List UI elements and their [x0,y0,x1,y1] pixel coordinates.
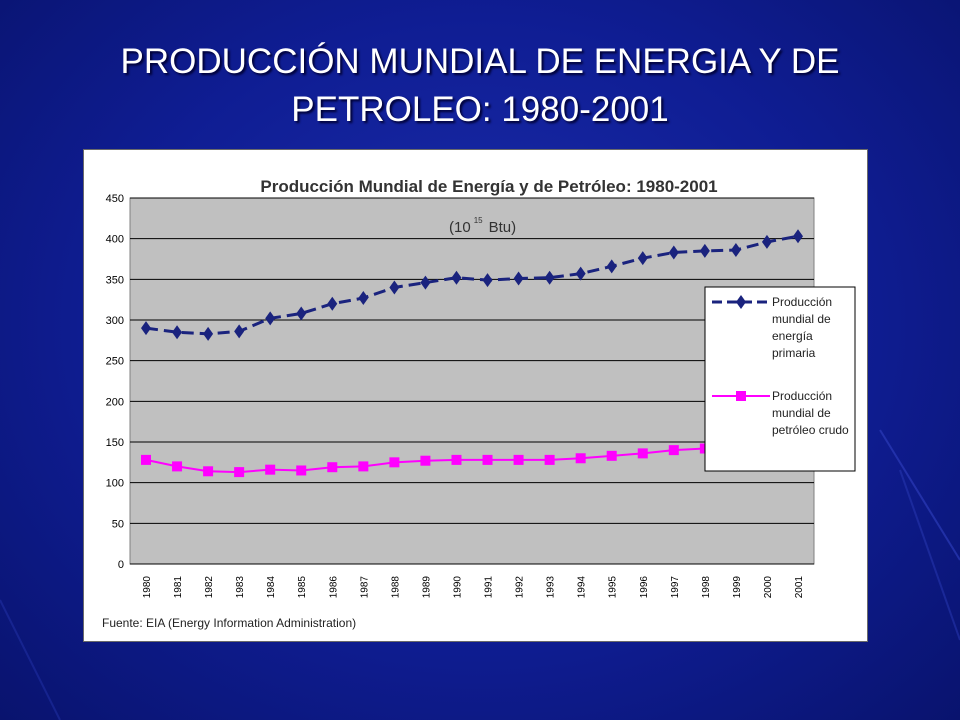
series-0-point [544,270,555,285]
y-tick-label: 450 [106,193,124,205]
series-1-point [668,445,679,456]
legend-label-1: Producción [772,389,832,403]
series-1-point [234,467,245,478]
series-1-point [482,454,493,465]
series-1-point [358,461,369,472]
series-1-point [141,454,151,465]
chart-title: Producción Mundial de Energía y de Petró… [260,177,717,196]
chart-svg: 0 50 100 150 200 250 300 350 400 450 1980 1981 1982 1… [102,177,856,630]
x-tick-label: 1983 [235,576,246,599]
series-0-point [265,311,276,326]
x-tick-label: 1988 [390,576,401,599]
series-line-1 [145,443,799,474]
chart-subtitle: (10 15 Btu) [449,216,516,236]
y-tick-label: 0 [118,559,124,571]
series-0-point [358,291,369,306]
series-0-point [761,234,772,249]
series-0-point [606,259,617,274]
series-0-point [793,229,803,244]
y-tick-label: 200 [106,396,124,408]
x-tick-label: 1997 [670,576,681,599]
series-1-point [265,464,276,475]
series-1-point [544,454,555,465]
series-0-point [730,243,741,258]
series-1-point [420,455,431,466]
series-0-point [420,275,431,290]
series-0-point [389,280,400,295]
legend-label-1: petróleo crudo [772,423,849,437]
source-note: Fuente: EIA (Energy Information Administ… [102,616,356,630]
legend-label-0: energía [772,329,813,343]
x-tick-label: 1991 [484,576,495,599]
x-tick-label: 1998 [701,576,712,599]
legend-label-0: Producción [772,295,832,309]
x-tick-label: 1993 [546,576,557,599]
series-0-point [482,273,493,288]
legend-marker-0 [736,295,746,309]
x-tick-label: 1984 [266,576,277,599]
chart-frame: 0 50 100 150 200 250 300 350 400 450 1980 1981 1982 1… [83,149,868,642]
series-1-point [172,461,183,472]
x-tick-label: 2000 [763,576,774,599]
series-0-point [668,245,679,260]
series-1-point [451,454,462,465]
series-0-point [451,270,462,285]
series-1-point [637,448,648,459]
series-line-0 [145,234,799,336]
x-tick-label: 1989 [421,576,432,599]
x-tick-label: 1990 [452,576,463,599]
plot-area [129,197,815,565]
legend-label-1: mundial de [772,406,831,420]
y-tick-label: 150 [106,437,124,449]
series-0-point [327,296,338,311]
y-tick-label: 400 [106,234,124,246]
slide-title-line-2: PETROLEO: 1980-2001 [291,90,669,129]
x-tick-label: 1995 [608,576,619,599]
x-tick-label: 1986 [328,576,339,599]
series-0-point [203,326,214,341]
x-tick-label: 1985 [297,576,308,599]
x-tick-label: 1982 [204,576,215,599]
series-0-point [513,271,524,286]
series-1-point [606,450,617,461]
x-tick-label: 1999 [732,576,743,599]
legend-label-0: primaria [772,346,816,360]
series-0-point [234,324,245,339]
series-1-point [513,454,524,465]
series-0-point [141,321,151,336]
y-tick-label: 300 [106,315,124,327]
series-1-point [575,453,586,464]
x-tick-label: 2001 [794,576,805,599]
slide-title-line-1: PRODUCCIÓN MUNDIAL DE ENERGIA Y DE [120,42,840,81]
series-1-point [327,462,338,473]
y-tick-label: 50 [112,518,124,530]
series-0-point [699,243,710,258]
y-tick-label: 100 [106,478,124,490]
series-0-point [296,306,307,321]
x-tick-label: 1981 [173,576,184,599]
y-tick-label: 250 [106,356,124,368]
series-1-point [203,466,214,477]
legend-marker-1 [736,391,746,401]
x-tick-label: 1987 [359,576,370,599]
series-1-point [296,465,307,476]
series-1-point [389,457,400,468]
x-tick-label: 1994 [577,576,588,599]
legend: Producción mundial de energía primaria Produ… [704,286,856,472]
x-tick-label: 1980 [142,576,153,599]
legend-label-0: mundial de [772,312,831,326]
slide-title: PRODUCCIÓN MUNDIAL DE ENERGIA Y DE PETRO… [40,38,920,134]
y-tick-label: 350 [106,274,124,286]
series-0-point [637,251,648,266]
series-0-point [575,266,586,281]
x-tick-label: 1996 [639,576,650,599]
series-0-point [172,325,183,340]
legend-box [704,286,856,472]
x-tick-label: 1992 [515,576,526,599]
